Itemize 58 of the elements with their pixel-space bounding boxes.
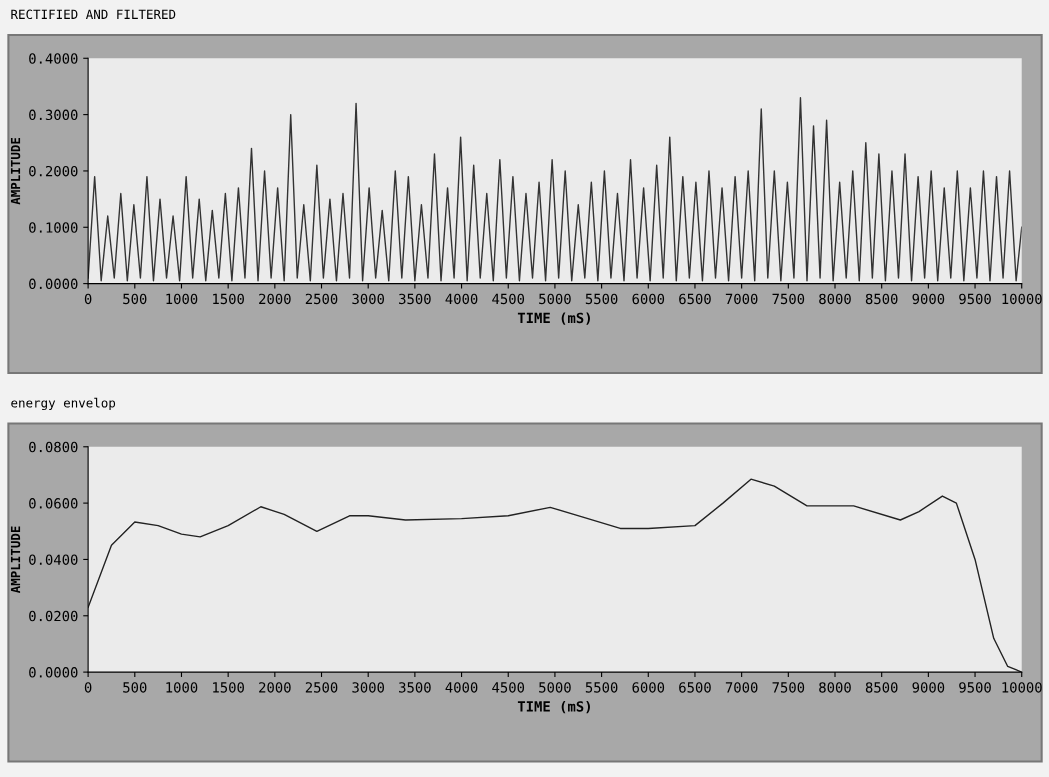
x-tick-label: 500 bbox=[123, 293, 147, 305]
y-tick-label: 0.0800 bbox=[29, 441, 78, 453]
x-tick-label: 5500 bbox=[585, 293, 618, 305]
x-tick-label: 1000 bbox=[166, 293, 198, 305]
x-tick-label: 7500 bbox=[772, 682, 805, 693]
x-tick-label: 0 bbox=[84, 293, 92, 305]
y-tick-label: 0.4000 bbox=[29, 53, 78, 64]
x-tick-label: 8500 bbox=[865, 293, 898, 305]
x-tick-label: 4500 bbox=[492, 293, 525, 305]
x-tick-label: 2500 bbox=[305, 682, 338, 693]
x-tick-label: 6000 bbox=[632, 293, 665, 305]
x-tick-label: 5000 bbox=[539, 293, 571, 305]
x-tick-label: 3500 bbox=[399, 293, 431, 305]
x-tick-label: 3000 bbox=[352, 682, 385, 693]
x-tick-label: 9000 bbox=[912, 293, 945, 305]
y-axis-title: AMPLITUDE bbox=[10, 137, 21, 205]
x-tick-label: 3500 bbox=[399, 682, 431, 693]
x-tick-label: 6000 bbox=[632, 682, 665, 693]
x-tick-label: 8500 bbox=[865, 682, 898, 693]
x-tick-label: 4500 bbox=[492, 682, 525, 693]
x-tick-label: 2000 bbox=[259, 293, 291, 305]
x-tick-label: 500 bbox=[123, 682, 147, 693]
y-tick-label: 0.0000 bbox=[29, 278, 78, 290]
x-tick-label: 1500 bbox=[213, 682, 244, 693]
x-tick-label: 2500 bbox=[305, 293, 338, 305]
y-axis-title: AMPLITUDE bbox=[10, 526, 21, 594]
chart-title: energy envelop bbox=[11, 397, 116, 411]
y-tick-label: 0.2000 bbox=[29, 165, 78, 177]
x-tick-label: 1500 bbox=[213, 293, 244, 305]
x-tick-label: 10000 bbox=[1002, 293, 1042, 305]
y-tick-label: 0.0000 bbox=[29, 667, 78, 678]
x-tick-label: 4000 bbox=[445, 293, 478, 305]
x-tick-label: 1000 bbox=[166, 682, 198, 693]
x-axis-title: TIME (mS) bbox=[517, 312, 590, 325]
x-axis-title: TIME (mS) bbox=[517, 700, 590, 714]
x-tick-label: 6500 bbox=[679, 293, 711, 305]
x-tick-label: 0 bbox=[84, 682, 92, 693]
x-tick-label: 7000 bbox=[725, 682, 758, 693]
x-tick-label: 9000 bbox=[912, 682, 945, 693]
x-tick-label: 8000 bbox=[819, 682, 851, 693]
x-tick-label: 6500 bbox=[679, 682, 711, 693]
x-tick-label: 7500 bbox=[772, 293, 805, 305]
x-tick-label: 7000 bbox=[725, 293, 758, 305]
x-tick-label: 10000 bbox=[1002, 682, 1042, 693]
y-tick-label: 0.0400 bbox=[29, 554, 78, 565]
y-tick-label: 0.3000 bbox=[29, 109, 78, 121]
x-tick-label: 3000 bbox=[352, 293, 385, 305]
x-tick-label: 9500 bbox=[959, 293, 991, 305]
y-tick-label: 0.0200 bbox=[29, 610, 78, 622]
x-tick-label: 8000 bbox=[819, 293, 851, 305]
x-tick-label: 2000 bbox=[259, 682, 291, 693]
x-tick-label: 5500 bbox=[585, 682, 618, 693]
x-tick-label: 5000 bbox=[539, 682, 571, 693]
y-tick-label: 0.0600 bbox=[29, 498, 78, 509]
chart-title: RECTIFIED AND FILTERED bbox=[11, 9, 176, 20]
y-tick-label: 0.1000 bbox=[29, 222, 78, 233]
x-tick-label: 9500 bbox=[959, 682, 991, 693]
x-tick-label: 4000 bbox=[445, 682, 478, 693]
